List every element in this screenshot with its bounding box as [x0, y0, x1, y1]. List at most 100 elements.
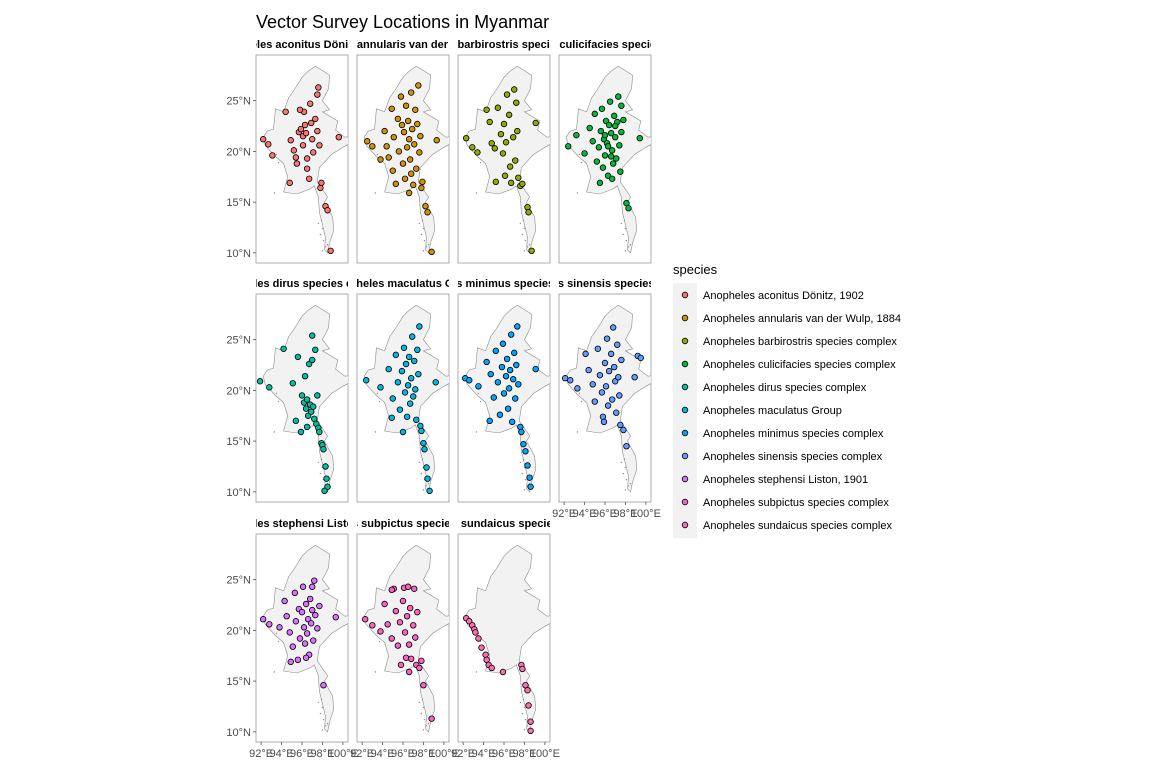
island-mark — [420, 712, 423, 715]
survey-point — [505, 385, 513, 392]
survey-point — [377, 156, 384, 163]
survey-point — [405, 641, 413, 648]
legend-label: Anopheles aconitus Dönitz, 1902 — [703, 290, 864, 302]
island-mark — [519, 461, 522, 464]
survey-point — [411, 357, 418, 365]
survey-point — [618, 356, 625, 364]
y-tick-label: 25°N — [226, 575, 251, 587]
x-tick-label: 98°E — [411, 748, 435, 760]
y-tick-label: 10°N — [226, 248, 251, 260]
island-mark — [423, 718, 426, 721]
island-mark — [319, 472, 322, 475]
survey-point — [395, 148, 403, 155]
legend-key — [681, 314, 689, 322]
island-mark — [524, 718, 527, 721]
survey-point — [608, 396, 616, 403]
survey-point — [301, 121, 309, 129]
legend-key — [681, 406, 689, 414]
island-mark — [321, 227, 324, 230]
island-mark — [320, 458, 323, 461]
survey-point — [611, 363, 618, 371]
survey-point — [618, 128, 625, 136]
survey-point — [514, 323, 521, 330]
survey-point — [321, 487, 328, 495]
x-tick-label: 100°E — [328, 748, 358, 760]
survey-point — [608, 175, 616, 182]
survey-point — [361, 616, 369, 623]
survey-point — [401, 175, 409, 182]
island-mark — [523, 489, 526, 491]
island-mark — [319, 712, 322, 715]
survey-point — [312, 115, 319, 123]
x-tick-label: 94°E — [371, 748, 395, 760]
island-mark — [528, 244, 531, 246]
survey-point — [298, 392, 306, 399]
survey-point — [601, 152, 609, 159]
survey-point — [598, 389, 606, 396]
island-mark — [376, 392, 379, 395]
survey-point — [478, 644, 485, 651]
survey-point — [410, 181, 417, 189]
survey-point — [600, 418, 608, 426]
island-mark — [275, 392, 278, 395]
survey-point — [276, 624, 283, 631]
survey-point — [303, 165, 311, 172]
survey-point — [426, 487, 433, 495]
survey-point — [469, 144, 476, 151]
survey-point — [482, 651, 489, 658]
survey-point — [599, 413, 607, 420]
survey-point — [637, 354, 644, 362]
x-tick-label: 100°E — [631, 508, 661, 520]
survey-point — [433, 137, 440, 144]
island-mark — [320, 698, 323, 701]
x-tick-label: 96°E — [290, 748, 314, 760]
survey-point — [527, 483, 534, 490]
survey-point — [625, 205, 632, 212]
survey-point — [424, 475, 431, 482]
survey-point — [414, 346, 421, 354]
facet-strip-label: Anopheles maculatus Group — [328, 278, 478, 290]
legend-label: Anopheles barbirostris species complex — [703, 336, 897, 348]
survey-point — [617, 168, 624, 175]
island-mark — [421, 458, 424, 461]
facet-strip-label: Anopheles annularis van der Wulp, 1884 — [298, 39, 510, 51]
island-mark — [620, 222, 623, 225]
survey-point — [503, 91, 511, 98]
island-mark — [275, 153, 278, 156]
survey-point — [428, 715, 435, 722]
legend-label: Anopheles dirus species complex — [703, 382, 867, 394]
y-tick-label: 15°N — [226, 436, 251, 448]
survey-point — [499, 150, 507, 157]
survey-point — [259, 136, 267, 143]
island-mark — [277, 400, 280, 403]
survey-point — [399, 160, 407, 167]
island-mark — [378, 400, 381, 403]
island-mark — [523, 227, 526, 230]
island-mark — [623, 219, 626, 222]
survey-point — [320, 681, 327, 689]
island-mark — [326, 723, 329, 725]
survey-point — [301, 372, 309, 380]
survey-point — [601, 131, 609, 139]
survey-point — [491, 145, 498, 152]
survey-point — [513, 361, 520, 369]
island-mark — [523, 250, 526, 252]
survey-point — [397, 93, 405, 100]
survey-point — [612, 122, 619, 130]
survey-point — [400, 128, 408, 136]
survey-point — [316, 142, 323, 149]
island-mark — [324, 725, 327, 727]
island-mark — [317, 701, 320, 704]
survey-point — [402, 360, 410, 368]
survey-point — [292, 417, 300, 425]
y-tick-label: 10°N — [226, 727, 251, 739]
y-tick-label: 20°N — [226, 385, 251, 397]
island-mark — [418, 461, 421, 464]
survey-point — [315, 84, 322, 91]
survey-point — [474, 149, 481, 156]
survey-point — [515, 381, 522, 388]
survey-point — [280, 345, 287, 352]
island-mark — [322, 718, 325, 721]
survey-point — [314, 625, 321, 632]
survey-point — [404, 583, 412, 590]
